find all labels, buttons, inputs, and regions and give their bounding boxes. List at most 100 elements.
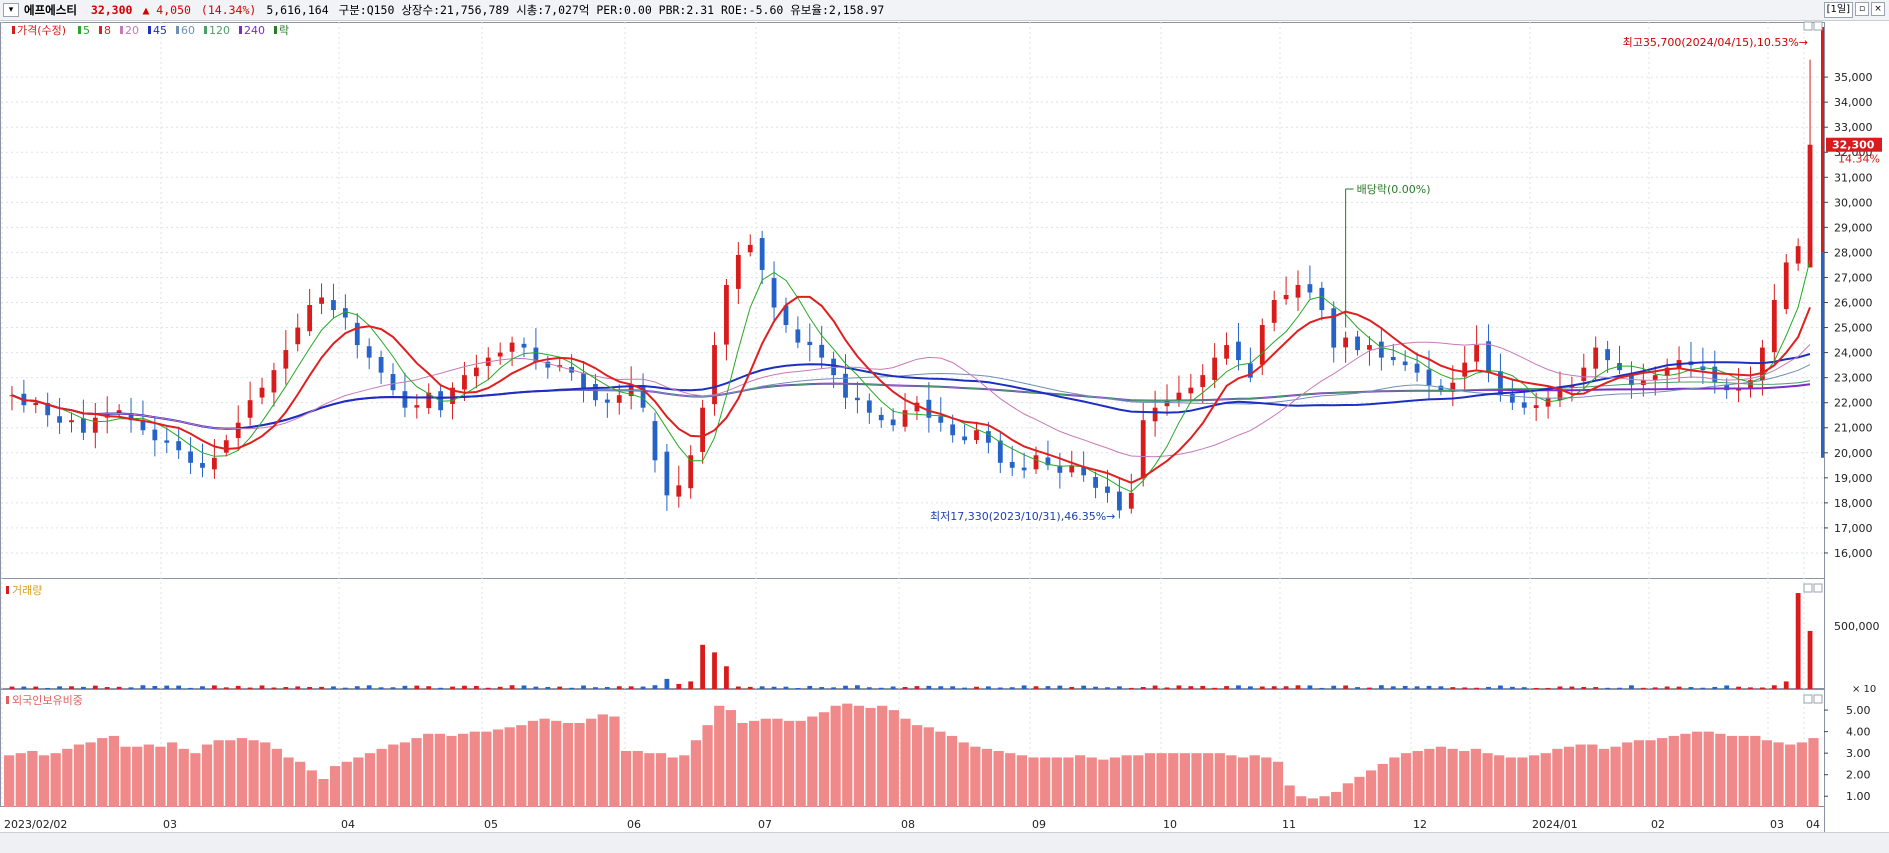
volume-bar <box>997 687 1003 689</box>
candle-body <box>997 440 1003 463</box>
volume-bar <box>1426 685 1432 689</box>
foreign-bar <box>4 755 15 807</box>
foreign-bar <box>1098 759 1109 807</box>
x-tick-label: 07 <box>758 818 772 831</box>
price-tick-label: 25,000 <box>1834 322 1873 335</box>
volume-bar <box>509 685 515 689</box>
candle-body <box>521 343 527 348</box>
foreign-bar <box>865 707 876 807</box>
volume-bar <box>569 687 575 689</box>
foreign-bar <box>655 753 667 807</box>
foreign-bar <box>725 710 736 807</box>
panel-control-icon <box>1803 694 1813 704</box>
foreign-bar <box>1319 796 1330 807</box>
volume-bar <box>1640 687 1646 689</box>
foreign-bar <box>155 746 166 807</box>
volume-bar <box>1664 686 1670 689</box>
candle-body <box>1283 294 1289 300</box>
menu-icon[interactable]: ▾ <box>3 3 19 17</box>
volume-bar <box>1057 685 1063 689</box>
candle-body <box>319 297 324 304</box>
candle-body <box>426 392 432 409</box>
volume-bar <box>1629 685 1634 689</box>
volume-bar <box>1259 686 1265 689</box>
price-change: ▲ 4,050 <box>142 3 191 17</box>
volume-bar <box>1140 687 1146 689</box>
volume-bar <box>1438 686 1444 689</box>
foreign-bar <box>818 712 830 807</box>
foreign-bar <box>1109 757 1121 807</box>
price-tick-label: 30,000 <box>1834 196 1873 209</box>
restore-icon[interactable]: ▫ <box>1855 2 1869 16</box>
foreign-bar <box>1738 735 1749 807</box>
foreign-bar <box>842 703 853 807</box>
volume-bar <box>1367 687 1372 689</box>
volume-bar <box>1748 687 1753 689</box>
foreign-bar <box>1412 751 1423 807</box>
candle-body <box>283 350 289 369</box>
candle-body <box>1188 387 1194 394</box>
candle-body <box>1069 465 1075 473</box>
volume-bar <box>1474 687 1480 689</box>
price-tick-label: 27,000 <box>1834 271 1873 284</box>
foreign-bar <box>458 733 469 807</box>
foreign-bar <box>1703 731 1714 807</box>
volume-bar <box>1283 686 1289 689</box>
volume-bar <box>69 686 74 689</box>
candle-body <box>223 440 229 453</box>
candle-body <box>1474 345 1480 362</box>
panel-control-icon <box>1803 583 1813 593</box>
foreign-tick-label: 5.00 <box>1846 704 1871 717</box>
stock-name[interactable]: 에프에스티 <box>24 3 77 17</box>
foreign-bar <box>1296 796 1307 807</box>
close-icon[interactable]: × <box>1871 2 1885 16</box>
candle-body <box>1390 356 1396 361</box>
volume-bar <box>1021 685 1027 689</box>
current-price: 32,300 <box>90 3 133 17</box>
foreign-bar <box>749 720 760 807</box>
candle-body <box>604 399 610 403</box>
volume-bar <box>545 687 551 689</box>
period-button[interactable]: [1일] <box>1823 2 1853 18</box>
foreign-bar <box>1575 744 1586 807</box>
volume-bar <box>1581 686 1587 689</box>
volume-bar <box>724 666 729 689</box>
volume-bar <box>1569 686 1575 689</box>
volume-bar <box>926 685 932 689</box>
foreign-bar <box>632 751 643 807</box>
candle-body <box>164 440 170 443</box>
foreign-bar <box>1657 738 1668 807</box>
foreign-bar <box>737 723 748 807</box>
foreign-bar <box>946 735 958 807</box>
candle-body <box>342 308 348 318</box>
volume-bar <box>1390 686 1396 689</box>
foreign-bar <box>935 731 946 807</box>
volume-bar <box>795 687 801 689</box>
foreign-tick-label: 4.00 <box>1846 726 1871 739</box>
candle-body <box>1783 262 1789 310</box>
foreign-bar <box>1156 753 1167 807</box>
candle-body <box>1700 366 1706 371</box>
candle-body <box>462 375 467 390</box>
candle-body <box>295 327 301 345</box>
foreign-bar <box>1482 753 1493 807</box>
candle-body <box>1224 345 1229 359</box>
candle-body <box>271 370 277 393</box>
foreign-bar <box>702 725 713 807</box>
legend-ma-label: 60 <box>181 24 195 37</box>
volume-bar <box>1045 686 1051 689</box>
price-tick-label: 33,000 <box>1834 121 1873 134</box>
foreign-bar <box>574 723 585 807</box>
candle-body <box>616 395 622 403</box>
volume-bar <box>1593 687 1599 689</box>
candle-body <box>1355 336 1360 351</box>
candle-body <box>1724 384 1730 391</box>
foreign-bar <box>760 718 771 807</box>
foreign-bar <box>795 720 806 807</box>
legend-ma-label: 120 <box>209 24 230 37</box>
foreign-bar <box>1168 753 1179 807</box>
scroll-bar[interactable] <box>0 832 1889 853</box>
candle-body <box>378 357 384 373</box>
candle-body <box>45 403 51 416</box>
